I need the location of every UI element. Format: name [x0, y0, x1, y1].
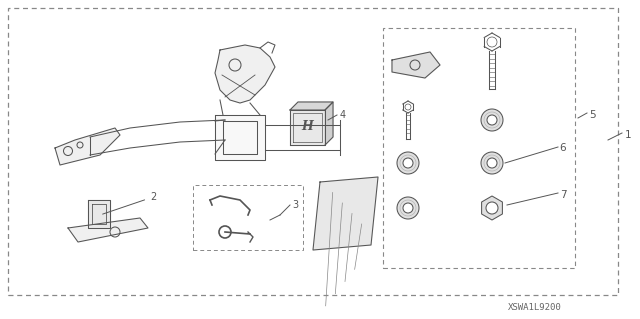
- Text: 3: 3: [292, 200, 298, 210]
- Circle shape: [481, 152, 503, 174]
- Polygon shape: [55, 128, 120, 165]
- Text: 1: 1: [625, 130, 631, 140]
- Circle shape: [487, 158, 497, 168]
- Circle shape: [397, 152, 419, 174]
- Polygon shape: [215, 115, 265, 160]
- Polygon shape: [215, 45, 275, 103]
- Polygon shape: [482, 196, 502, 220]
- Polygon shape: [325, 102, 333, 145]
- Circle shape: [481, 109, 503, 131]
- Polygon shape: [68, 218, 148, 242]
- Circle shape: [397, 197, 419, 219]
- Circle shape: [403, 158, 413, 168]
- Polygon shape: [88, 200, 110, 228]
- Circle shape: [487, 115, 497, 125]
- Text: 5: 5: [589, 110, 596, 120]
- Text: H: H: [301, 121, 313, 133]
- Polygon shape: [290, 102, 333, 110]
- Polygon shape: [392, 52, 440, 78]
- Circle shape: [486, 202, 498, 214]
- Text: 2: 2: [102, 192, 156, 214]
- Text: 4: 4: [340, 110, 346, 120]
- Polygon shape: [313, 177, 378, 250]
- Polygon shape: [290, 110, 325, 145]
- Text: 7: 7: [560, 190, 566, 200]
- Text: XSWA1L9200: XSWA1L9200: [508, 303, 562, 313]
- Circle shape: [403, 203, 413, 213]
- Text: 6: 6: [560, 143, 566, 153]
